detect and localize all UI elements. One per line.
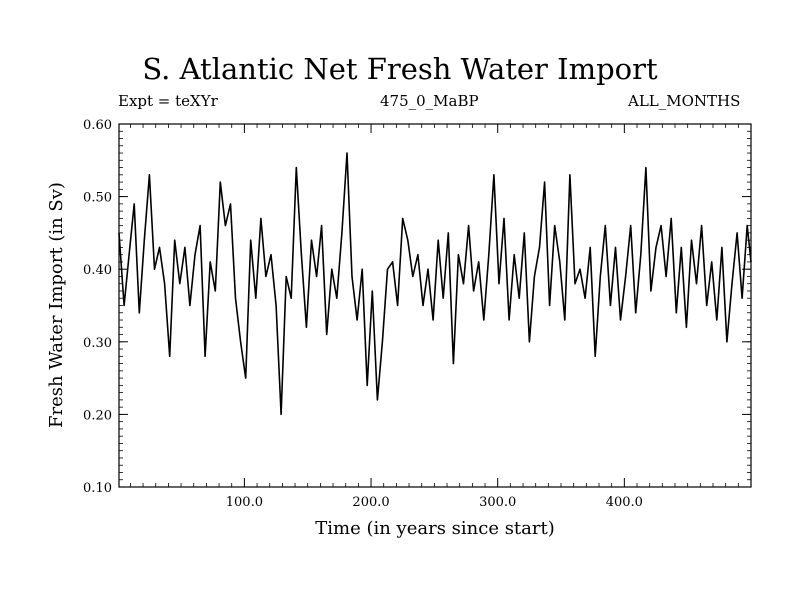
y-tick-label: 0.60 [83, 118, 112, 133]
y-tick-label: 0.10 [83, 481, 112, 496]
axis-ticks: 0.10 0.20 0.30 0.40 0.50 0.60 100.0 200.0 300.0 4… [83, 118, 751, 510]
y-tick-label: 0.30 [83, 336, 112, 351]
y-tick-label: 0.40 [83, 263, 112, 278]
x-axis-label: Time (in years since start) [315, 518, 555, 539]
chart-title: S. Atlantic Net Fresh Water Import [142, 52, 658, 86]
x-tick-label: 300.0 [479, 495, 516, 510]
series-group [118, 152, 752, 416]
experiment-label: Expt = teXYr [118, 92, 218, 110]
x-tick-label: 400.0 [606, 495, 643, 510]
case-label: 475_0_MaBP [380, 92, 479, 110]
x-tick-label: 200.0 [352, 495, 389, 510]
y-tick-label: 0.50 [83, 191, 112, 206]
y-axis-label: Fresh Water Import (in Sv) [46, 182, 67, 428]
y-tick-label: 0.20 [83, 408, 112, 423]
series-line [118, 152, 752, 416]
plot-frame [118, 123, 752, 488]
period-label: ALL_MONTHS [628, 92, 741, 110]
x-tick-label: 100.0 [226, 495, 263, 510]
